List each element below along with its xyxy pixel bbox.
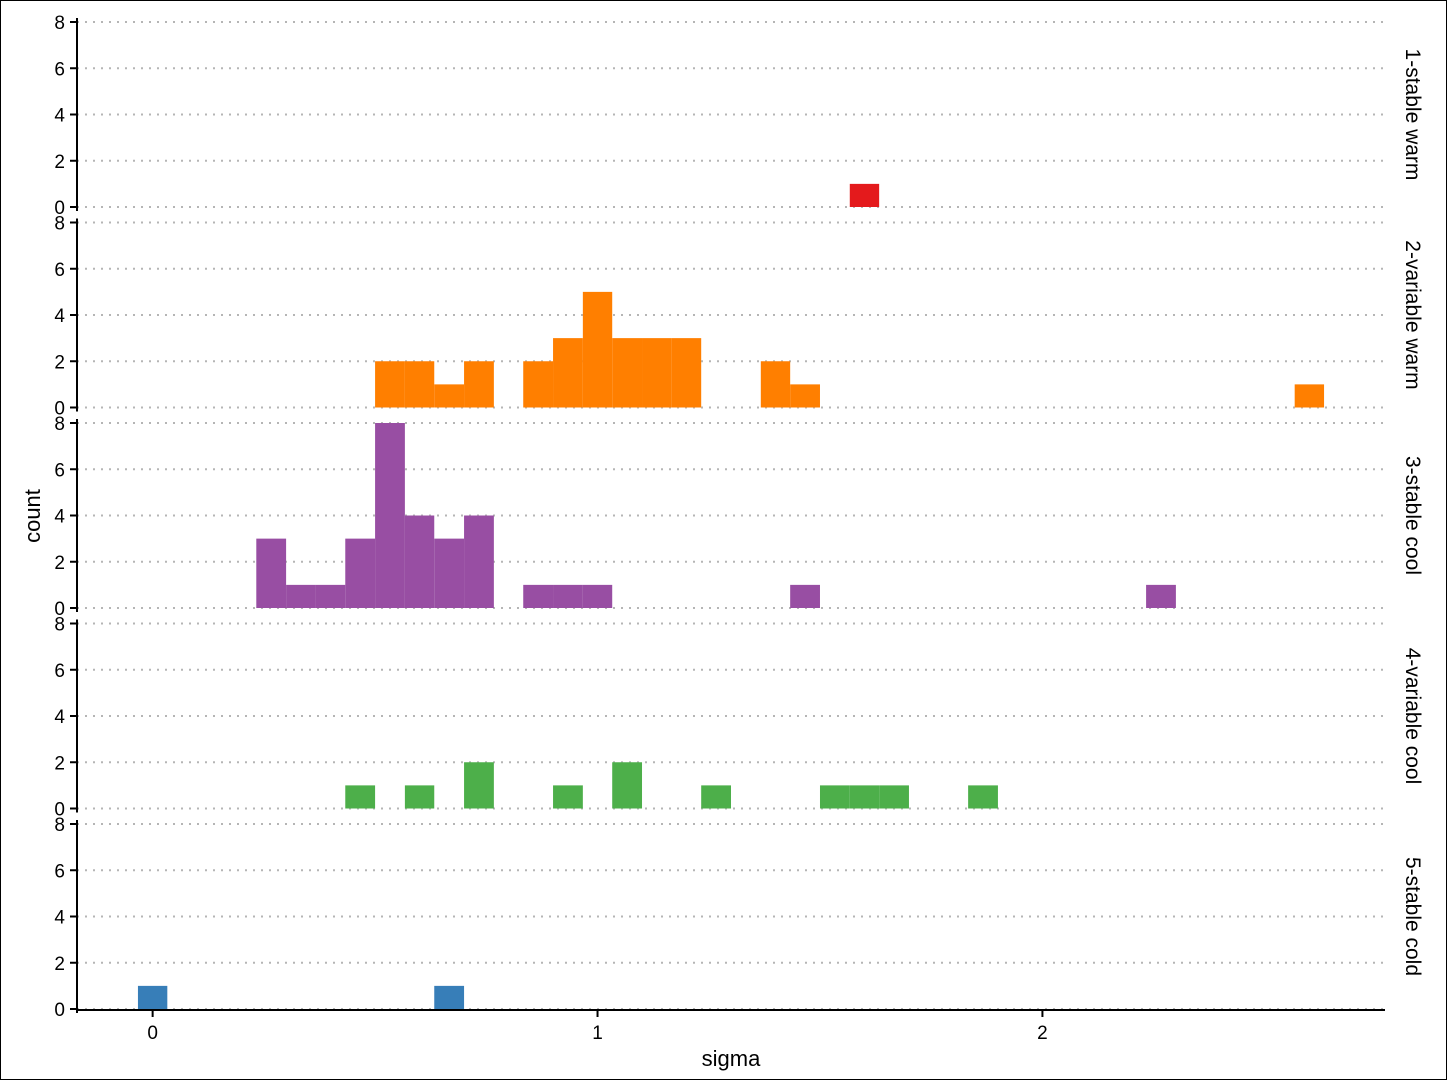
- histogram-bar: [849, 785, 880, 809]
- histogram-bar: [523, 584, 554, 608]
- y-tick-label: 0: [54, 599, 65, 620]
- histogram-bar: [790, 584, 820, 608]
- x-tick-label: 0: [147, 1023, 158, 1044]
- histogram-bar: [137, 985, 168, 1009]
- histogram-bar: [404, 361, 435, 408]
- y-tick-label: 8: [54, 13, 65, 34]
- histogram-bar: [582, 291, 613, 408]
- facet-panels: 0 2 4 6 8 1-stable warm 0 2 4 6 8 2-variable warm 0 2…: [54, 13, 1424, 1021]
- histogram-bar: [286, 584, 316, 608]
- histogram-bar: [315, 584, 346, 608]
- y-tick-label: 2: [54, 753, 65, 774]
- y-tick-label: 6: [54, 661, 65, 682]
- y-tick-label: 6: [54, 460, 65, 481]
- y-tick-label: 2: [54, 352, 65, 373]
- facet-panel: 0 2 4 6 8 5-stable cold: [54, 815, 1424, 1021]
- histogram-bar: [849, 183, 880, 207]
- y-tick-label: 4: [54, 106, 65, 127]
- facet-strip-label: 1-stable warm: [1401, 49, 1424, 181]
- histogram-bar: [375, 361, 405, 408]
- x-axis-title: sigma: [702, 1046, 761, 1071]
- histogram-bar: [671, 338, 702, 408]
- histogram-bar: [523, 361, 554, 408]
- histogram-bar: [612, 762, 643, 809]
- histogram-bar: [434, 985, 465, 1009]
- y-axis-title: count: [20, 489, 45, 543]
- y-tick-label: 2: [54, 152, 65, 173]
- x-axis: 0 1 2: [77, 1009, 1385, 1044]
- y-tick-label: 4: [54, 908, 65, 929]
- y-tick-label: 4: [54, 507, 65, 528]
- y-tick-label: 4: [54, 707, 65, 728]
- histogram-bar: [375, 423, 405, 608]
- y-tick-label: 2: [54, 954, 65, 975]
- y-tick-label: 0: [54, 800, 65, 821]
- histogram-bar: [819, 785, 850, 809]
- histogram-bar: [404, 785, 435, 809]
- histogram-bar: [1294, 384, 1325, 408]
- histogram-bar: [553, 584, 583, 608]
- histogram-bar: [879, 785, 909, 809]
- histogram-bar: [464, 762, 494, 809]
- histogram-bar: [404, 515, 435, 608]
- histogram-bar: [345, 538, 376, 608]
- histogram-bar: [612, 338, 643, 408]
- y-tick-label: 8: [54, 414, 65, 435]
- y-tick-label: 8: [54, 615, 65, 636]
- histogram-bar: [434, 384, 465, 408]
- facet-panel: 0 2 4 6 8 4-variable cool: [54, 615, 1424, 821]
- facet-strip-label: 2-variable warm: [1401, 240, 1424, 389]
- histogram-bar: [582, 584, 613, 608]
- facet-strip-label: 4-variable cool: [1401, 648, 1424, 785]
- histogram-bar: [256, 538, 287, 608]
- facet-panel: 0 2 4 6 8 3-stable cool: [54, 414, 1424, 620]
- y-tick-label: 6: [54, 861, 65, 882]
- y-tick-label: 0: [54, 399, 65, 420]
- histogram-bar: [642, 338, 672, 408]
- histogram-bar: [553, 785, 583, 809]
- histogram-bar: [790, 384, 820, 408]
- facet-panel: 0 2 4 6 8 2-variable warm: [54, 214, 1424, 420]
- y-tick-label: 0: [54, 1000, 65, 1021]
- y-tick-label: 4: [54, 306, 65, 327]
- histogram-bar: [553, 338, 583, 408]
- x-tick-label: 1: [592, 1023, 603, 1044]
- y-tick-label: 6: [54, 260, 65, 281]
- x-tick-label: 2: [1037, 1023, 1048, 1044]
- histogram-bar: [345, 785, 376, 809]
- facet-panel: 0 2 4 6 8 1-stable warm: [54, 13, 1424, 219]
- histogram-bar: [701, 785, 731, 809]
- y-tick-label: 2: [54, 553, 65, 574]
- histogram-bar: [434, 538, 465, 608]
- histogram-bar: [760, 361, 791, 408]
- histogram-bar: [464, 515, 494, 608]
- facet-strip-label: 5-stable cold: [1401, 857, 1424, 976]
- facet-strip-label: 3-stable cool: [1401, 456, 1424, 575]
- histogram-bar: [464, 361, 494, 408]
- y-tick-label: 8: [54, 214, 65, 235]
- histogram-bar: [968, 785, 998, 809]
- y-tick-label: 6: [54, 59, 65, 80]
- y-tick-label: 0: [54, 198, 65, 219]
- histogram-bar: [1146, 584, 1176, 608]
- y-tick-label: 8: [54, 815, 65, 836]
